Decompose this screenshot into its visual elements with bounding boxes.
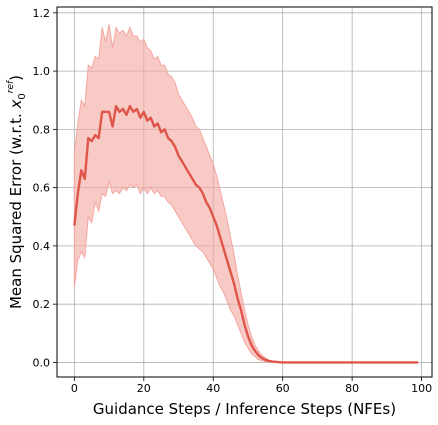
x-tick-label: 80 [345,382,359,395]
x-tick-label: 0 [71,382,78,395]
std-band [73,24,419,363]
y-axis-label-suffix: ) [7,75,25,81]
y-tick-label: 0.4 [33,240,51,253]
x-tick-label: 100 [411,382,432,395]
y-tick-label: 1.0 [33,65,51,78]
y-tick-label: 0.6 [33,182,51,195]
y-axis-label: Mean Squared Error (w.r.t. x0ref) [6,75,28,309]
x-axis-label: Guidance Steps / Inference Steps (NFEs) [93,400,396,418]
axis-ticks: 0 20 40 60 80 100 0.0 0.2 0.4 0.6 0.8 1.0 1.2 [33,7,433,395]
y-axis-label-prefix: Mean Squared Error (w.r.t. [7,108,25,309]
x-tick-label: 40 [206,382,220,395]
y-axis-label-var: x [7,99,25,109]
y-axis-label-superscript: ref [6,79,16,93]
axes-frame [56,6,433,378]
y-axis-label-subscript: 0 [17,93,28,99]
y-tick-label: 0.8 [33,123,51,136]
x-tick-label: 60 [276,382,290,395]
x-tick-label: 20 [137,382,151,395]
y-tick-label: 0.0 [33,356,51,369]
plot-area [73,24,419,364]
y-tick-label: 1.2 [33,7,51,20]
mean-line [73,104,419,364]
y-tick-label: 0.2 [33,298,51,311]
